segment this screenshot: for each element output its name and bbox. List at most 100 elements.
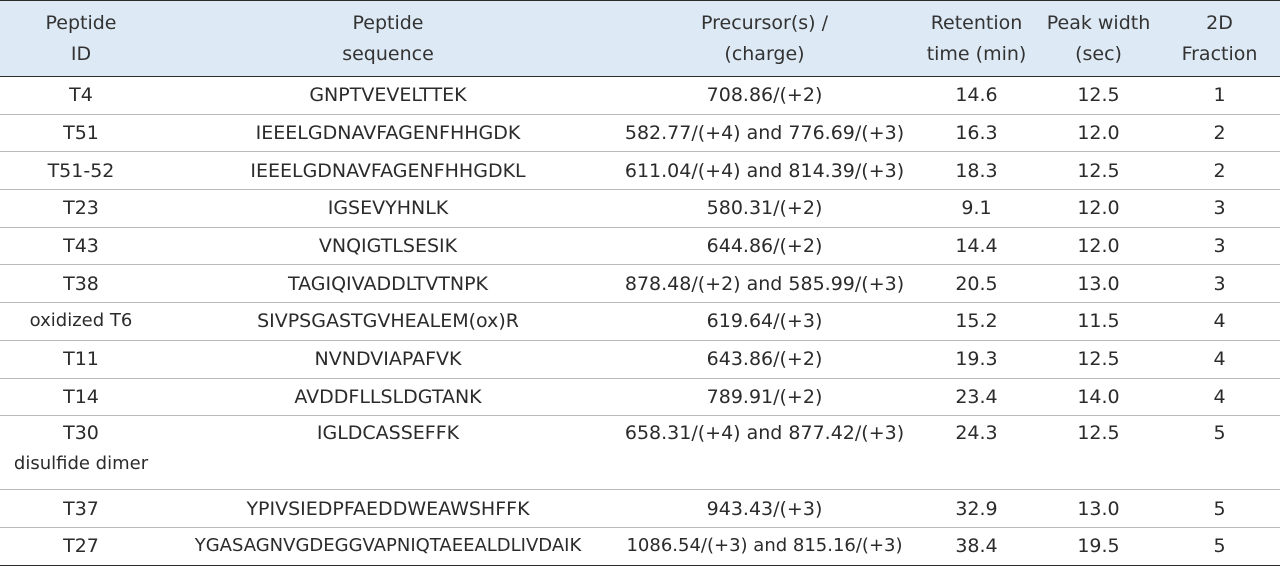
cell-peak-width: 19.5 [1038, 527, 1159, 566]
cell-retention-time: 14.4 [915, 227, 1038, 266]
cell-sequence: YGASAGNVGDEGGVAPNIQTAEEALDLIVDAIK [162, 527, 614, 566]
header-line: Retention [930, 11, 1023, 34]
cell-fraction: 3 [1159, 189, 1280, 228]
cell-retention-time: 14.6 [915, 76, 1038, 115]
header-peptide-id: Peptide ID [0, 0, 162, 77]
cell-retention-time: 38.4 [915, 527, 1038, 566]
cell-peak-width: 11.5 [1038, 302, 1159, 341]
cell-peptide-id: T23 [0, 189, 162, 228]
cell-precursor: 658.31/(+4) and 877.42/(+3) [614, 415, 915, 491]
cell-precursor: 1086.54/(+3) and 815.16/(+3) [614, 527, 915, 566]
header-2d-fraction: 2D Fraction [1159, 0, 1280, 77]
cell-precursor: 580.31/(+2) [614, 189, 915, 228]
table-row: T27 YGASAGNVGDEGGVAPNIQTAEEALDLIVDAIK 10… [0, 527, 1280, 566]
cell-precursor: 582.77/(+4) and 776.69/(+3) [614, 114, 915, 153]
cell-retention-time: 32.9 [915, 489, 1038, 528]
table-row: T23 IGSEVYHNLK 580.31/(+2) 9.1 12.0 3 [0, 189, 1280, 228]
cell-retention-time: 15.2 [915, 302, 1038, 341]
cell-fraction: 3 [1159, 227, 1280, 266]
cell-peak-width: 14.0 [1038, 378, 1159, 417]
cell-retention-time: 19.3 [915, 340, 1038, 379]
cell-sequence: NVNDVIAPAFVK [162, 340, 614, 379]
header-line: Peptide [352, 11, 424, 34]
cell-peptide-id: T14 [0, 378, 162, 417]
cell-sequence: GNPTVEVELTTEK [162, 76, 614, 115]
cell-precursor: 943.43/(+3) [614, 489, 915, 528]
cell-peak-width: 12.5 [1038, 151, 1159, 191]
cell-sequence: IGSEVYHNLK [162, 189, 614, 228]
cell-peptide-id: T43 [0, 227, 162, 266]
cell-peptide-id: oxidized T6 [0, 302, 162, 341]
table-body: T4 GNPTVEVELTTEK 708.86/(+2) 14.6 12.5 1… [0, 76, 1280, 566]
cell-precursor: 619.64/(+3) [614, 302, 915, 341]
cell-fraction: 2 [1159, 151, 1280, 191]
cell-peak-width: 12.0 [1038, 227, 1159, 266]
cell-sequence: IEEELGDNAVFAGENFHHGDKL [162, 151, 614, 191]
header-line: time (min) [926, 42, 1027, 65]
cell-peptide-id: T37 [0, 489, 162, 528]
cell-peptide-id: T11 [0, 340, 162, 379]
cell-sequence: SIVPSGASTGVHEALEM(ox)R [162, 302, 614, 341]
table-row: T14 AVDDFLLSLDGTANK 789.91/(+2) 23.4 14.… [0, 378, 1280, 417]
cell-fraction: 3 [1159, 264, 1280, 304]
table-row: T4 GNPTVEVELTTEK 708.86/(+2) 14.6 12.5 1 [0, 76, 1280, 115]
cell-precursor: 789.91/(+2) [614, 378, 915, 417]
cell-retention-time: 20.5 [915, 264, 1038, 304]
table-row: T38 TAGIQIVADDLTVTNPK 878.48/(+2) and 58… [0, 264, 1280, 304]
cell-peptide-id: T30 disulfide dimer [0, 415, 162, 491]
peptide-id-note: disulfide dimer [13, 453, 149, 475]
header-peak-width: Peak width (sec) [1038, 0, 1159, 77]
table-row: T11 NVNDVIAPAFVK 643.86/(+2) 19.3 12.5 4 [0, 340, 1280, 379]
cell-peptide-id: T51-52 [0, 151, 162, 191]
cell-peptide-id: T51 [0, 114, 162, 153]
header-line: Peptide [45, 11, 117, 34]
cell-peak-width: 12.5 [1038, 76, 1159, 115]
header-line: Fraction [1181, 42, 1258, 65]
cell-precursor: 611.04/(+4) and 814.39/(+3) [614, 151, 915, 191]
table-row: T51 IEEELGDNAVFAGENFHHGDK 582.77/(+4) an… [0, 114, 1280, 153]
cell-sequence: IGLDCASSEFFK [162, 415, 614, 491]
cell-precursor: 644.86/(+2) [614, 227, 915, 266]
cell-fraction: 1 [1159, 76, 1280, 115]
header-line: (charge) [724, 42, 805, 65]
header-line: 2D [1206, 11, 1233, 34]
cell-fraction: 5 [1159, 415, 1280, 491]
table-row: T51-52 IEEELGDNAVFAGENFHHGDKL 611.04/(+4… [0, 151, 1280, 191]
header-peptide-sequence: Peptide sequence [162, 0, 614, 77]
cell-retention-time: 9.1 [915, 189, 1038, 228]
header-precursor: Precursor(s) / (charge) [614, 0, 915, 77]
cell-retention-time: 23.4 [915, 378, 1038, 417]
table-header: Peptide ID Peptide sequence Precursor(s)… [0, 0, 1280, 77]
cell-fraction: 4 [1159, 302, 1280, 341]
table-row: T43 VNQIGTLSESIK 644.86/(+2) 14.4 12.0 3 [0, 227, 1280, 266]
cell-retention-time: 18.3 [915, 151, 1038, 191]
header-line: (sec) [1075, 42, 1122, 65]
header-line: ID [70, 42, 92, 65]
peptide-id-main: T30 [63, 422, 99, 445]
cell-retention-time: 24.3 [915, 415, 1038, 491]
cell-peptide-id: T4 [0, 76, 162, 115]
cell-retention-time: 16.3 [915, 114, 1038, 153]
header-line: Peak width [1046, 11, 1151, 34]
table-row: T37 YPIVSIEDPFAEDDWEAWSHFFK 943.43/(+3) … [0, 489, 1280, 528]
header-line: Precursor(s) / [700, 11, 828, 34]
cell-peak-width: 12.0 [1038, 114, 1159, 153]
cell-precursor: 643.86/(+2) [614, 340, 915, 379]
cell-sequence: TAGIQIVADDLTVTNPK [162, 264, 614, 304]
cell-peak-width: 13.0 [1038, 264, 1159, 304]
cell-precursor: 708.86/(+2) [614, 76, 915, 115]
cell-precursor: 878.48/(+2) and 585.99/(+3) [614, 264, 915, 304]
header-line: sequence [342, 42, 434, 65]
cell-fraction: 4 [1159, 378, 1280, 417]
cell-sequence: YPIVSIEDPFAEDDWEAWSHFFK [162, 489, 614, 528]
header-retention-time: Retention time (min) [915, 0, 1038, 77]
cell-sequence: VNQIGTLSESIK [162, 227, 614, 266]
table-row: T30 disulfide dimer IGLDCASSEFFK 658.31/… [0, 415, 1280, 491]
cell-peak-width: 12.5 [1038, 415, 1159, 491]
header-row: Peptide ID Peptide sequence Precursor(s)… [0, 0, 1280, 77]
table-row: oxidized T6 SIVPSGASTGVHEALEM(ox)R 619.6… [0, 302, 1280, 341]
cell-sequence: AVDDFLLSLDGTANK [162, 378, 614, 417]
cell-fraction: 5 [1159, 527, 1280, 566]
cell-fraction: 2 [1159, 114, 1280, 153]
